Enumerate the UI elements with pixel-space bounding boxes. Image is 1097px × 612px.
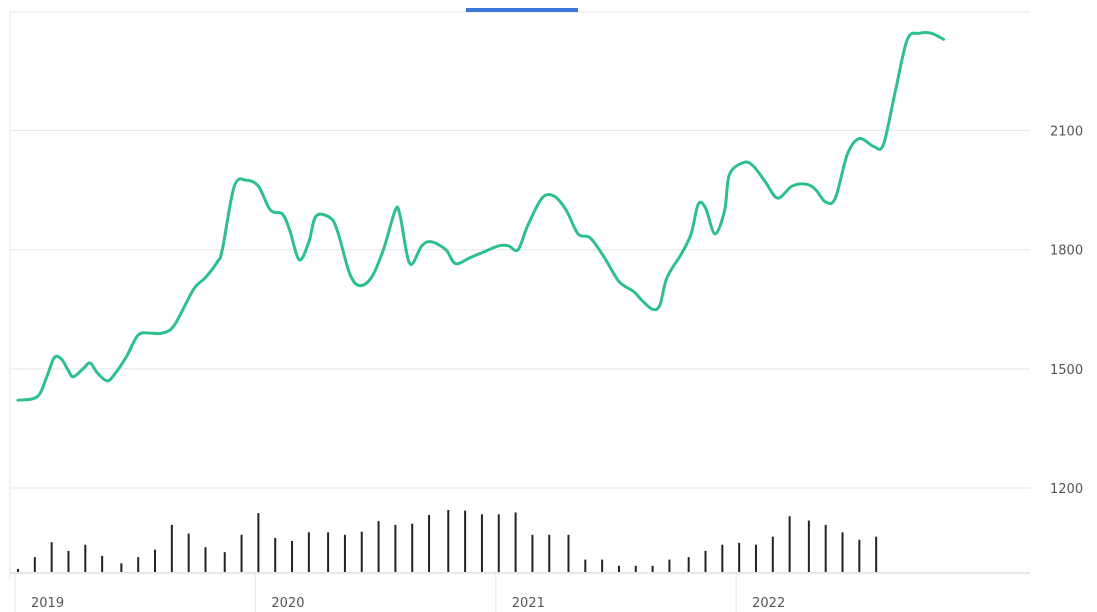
- volume-bar: [223, 552, 226, 572]
- x-tick-label: 2020: [271, 596, 304, 611]
- volume-bar: [497, 514, 500, 572]
- y-tick-label: 1800: [1050, 244, 1083, 259]
- volume-bar: [327, 532, 330, 572]
- volume-bar: [17, 568, 19, 572]
- x-tick-label: 2021: [512, 596, 545, 611]
- volume-bar: [447, 510, 450, 572]
- volume-bar: [464, 510, 467, 572]
- grid-layer: [10, 130, 1030, 489]
- volume-bars: [17, 510, 878, 572]
- volume-bar: [754, 544, 757, 572]
- volume-bar: [67, 550, 70, 572]
- volume-bar: [634, 565, 637, 572]
- volume-bar: [170, 524, 173, 572]
- volume-bar: [154, 549, 157, 572]
- volume-bar: [875, 536, 878, 572]
- volume-bar: [807, 520, 810, 572]
- volume-bar: [514, 512, 517, 572]
- volume-bar: [687, 557, 690, 572]
- volume-bar: [343, 534, 346, 572]
- volume-bar: [50, 542, 53, 572]
- volume-bar: [187, 533, 190, 572]
- volume-bar: [721, 544, 724, 572]
- volume-bar: [531, 534, 534, 572]
- y-tick-label: 1200: [1050, 482, 1083, 497]
- volume-bar: [428, 514, 431, 572]
- volume-bar: [788, 516, 791, 572]
- volume-bar: [84, 544, 87, 572]
- volume-bar: [651, 565, 654, 572]
- volume-bar: [617, 565, 620, 572]
- price-line: [16, 31, 945, 402]
- y-tick-label: 2100: [1050, 125, 1083, 140]
- x-axis-tick-labels: 2019 2020 2021 2022: [14, 573, 785, 612]
- volume-bar: [394, 524, 397, 572]
- volume-bar: [274, 537, 277, 572]
- volume-bar: [240, 534, 243, 572]
- volume-bar: [601, 559, 604, 572]
- volume-bar: [668, 559, 671, 572]
- tab-indicator[interactable]: [466, 8, 578, 12]
- volume-bar: [841, 532, 844, 572]
- volume-bar: [360, 531, 363, 572]
- volume-bar: [738, 542, 741, 572]
- volume-bar: [824, 524, 827, 572]
- volume-bar: [858, 539, 861, 572]
- volume-bar: [101, 555, 104, 572]
- volume-bar: [204, 547, 207, 572]
- volume-bar: [291, 541, 294, 572]
- volume-bar: [548, 534, 551, 572]
- y-axis-tick-labels: 1200 1500 1800 2100: [1050, 125, 1083, 497]
- volume-bar: [704, 550, 707, 572]
- volume-bar: [137, 557, 140, 572]
- volume-bar: [480, 514, 483, 572]
- x-tick-label: 2019: [31, 596, 64, 611]
- volume-bar: [584, 559, 587, 572]
- volume-bar: [307, 532, 310, 572]
- volume-bar: [411, 523, 414, 572]
- x-tick-label: 2022: [752, 596, 785, 611]
- y-tick-label: 1500: [1050, 363, 1083, 378]
- volume-bar: [120, 563, 123, 572]
- volume-bar: [771, 536, 774, 572]
- volume-bar: [257, 513, 260, 572]
- volume-bar: [567, 534, 570, 572]
- volume-bar: [377, 521, 380, 572]
- volume-bar: [33, 557, 36, 572]
